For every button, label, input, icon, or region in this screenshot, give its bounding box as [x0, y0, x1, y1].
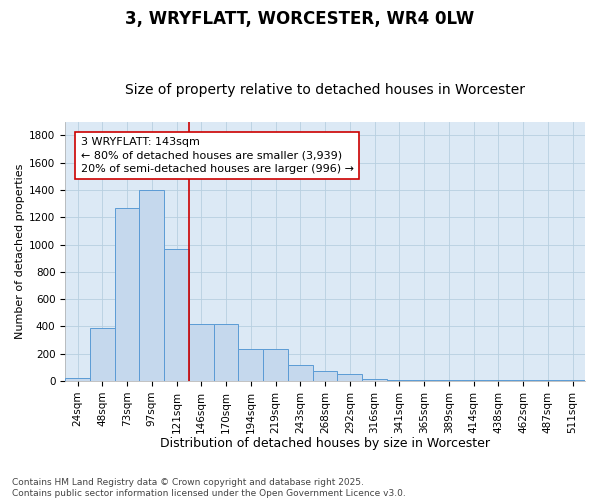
- Bar: [412, 380, 436, 381]
- Bar: [90, 328, 115, 381]
- Bar: [65, 378, 90, 381]
- Text: 3, WRYFLATT, WORCESTER, WR4 0LW: 3, WRYFLATT, WORCESTER, WR4 0LW: [125, 10, 475, 28]
- Bar: [511, 380, 535, 381]
- Bar: [387, 380, 412, 381]
- Bar: [362, 379, 387, 381]
- Bar: [337, 374, 362, 381]
- Bar: [115, 208, 139, 381]
- Y-axis label: Number of detached properties: Number of detached properties: [15, 164, 25, 339]
- Bar: [461, 380, 486, 381]
- Bar: [486, 380, 511, 381]
- Bar: [313, 372, 337, 381]
- X-axis label: Distribution of detached houses by size in Worcester: Distribution of detached houses by size …: [160, 437, 490, 450]
- Bar: [214, 324, 238, 381]
- Title: Size of property relative to detached houses in Worcester: Size of property relative to detached ho…: [125, 83, 525, 97]
- Bar: [560, 380, 585, 381]
- Text: Contains HM Land Registry data © Crown copyright and database right 2025.
Contai: Contains HM Land Registry data © Crown c…: [12, 478, 406, 498]
- Bar: [263, 349, 288, 381]
- Bar: [189, 324, 214, 381]
- Bar: [436, 380, 461, 381]
- Bar: [238, 349, 263, 381]
- Bar: [288, 366, 313, 381]
- Text: 3 WRYFLATT: 143sqm
← 80% of detached houses are smaller (3,939)
20% of semi-deta: 3 WRYFLATT: 143sqm ← 80% of detached hou…: [81, 138, 354, 173]
- Bar: [139, 190, 164, 381]
- Bar: [535, 380, 560, 381]
- Bar: [164, 250, 189, 381]
